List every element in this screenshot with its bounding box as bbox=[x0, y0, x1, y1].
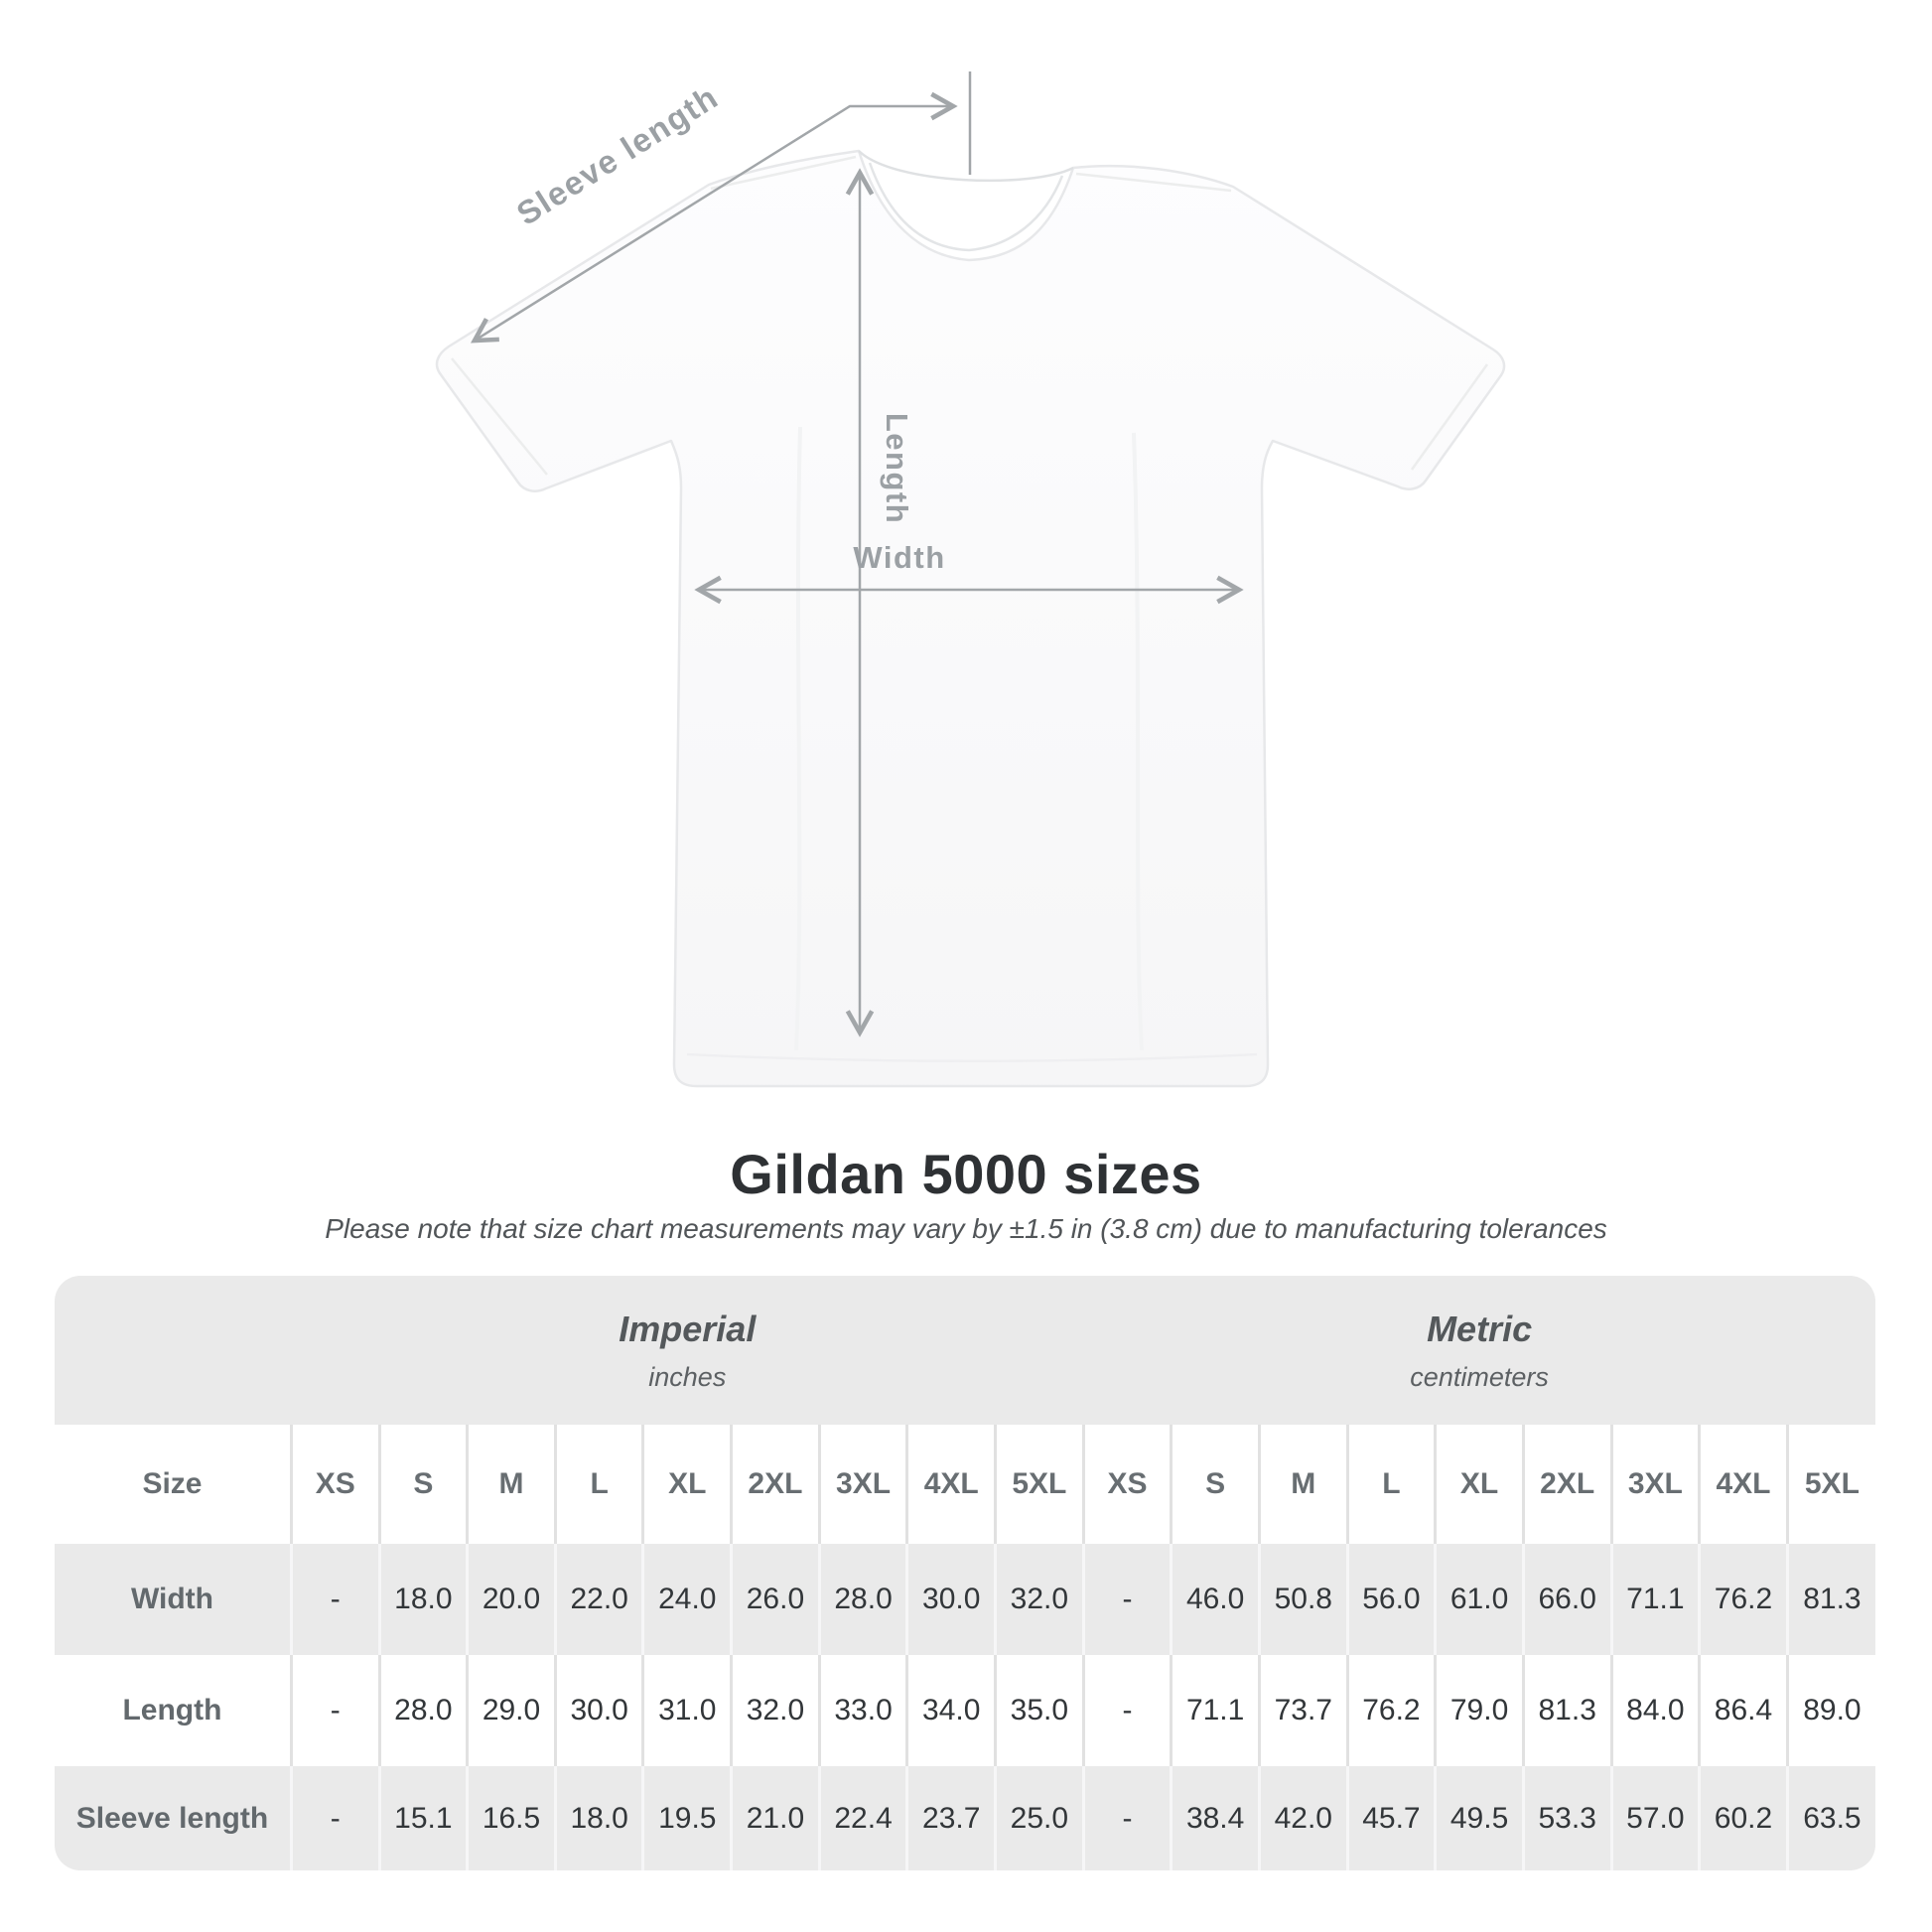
measurement-cell: 33.0 bbox=[819, 1655, 909, 1766]
measurement-cell: 26.0 bbox=[731, 1544, 821, 1655]
measurement-cell: 89.0 bbox=[1803, 1694, 1862, 1726]
collar bbox=[858, 150, 1074, 183]
measurement-cell: 57.0 bbox=[1611, 1766, 1702, 1870]
measurement-cell: 32.0 bbox=[731, 1655, 821, 1766]
size-col-header: S bbox=[379, 1425, 470, 1544]
page-title: Gildan 5000 sizes bbox=[730, 1143, 1202, 1205]
size-col-header: XL bbox=[642, 1425, 734, 1544]
measurement-cell: 76.2 bbox=[1347, 1655, 1438, 1766]
width-diagram-label: Width bbox=[853, 540, 945, 575]
size-col-header: 4XL bbox=[1699, 1425, 1789, 1544]
measurement-cell: 23.7 bbox=[906, 1766, 998, 1870]
measurement-cell: 79.0 bbox=[1435, 1655, 1525, 1766]
measurement-cell: 22.0 bbox=[555, 1544, 645, 1655]
measurement-cell: 38.4 bbox=[1171, 1766, 1261, 1870]
size-col-header: S bbox=[1171, 1425, 1261, 1544]
table-row-width: Width - 18.0 20.0 22.0 24.0 26.0 28.0 30… bbox=[55, 1544, 1875, 1655]
tolerance-note: Please note that size chart measurements… bbox=[325, 1213, 1607, 1244]
size-col-header: L bbox=[1347, 1425, 1438, 1544]
size-col-header: 4XL bbox=[906, 1425, 998, 1544]
measurement-cell: 32.0 bbox=[995, 1544, 1085, 1655]
measurement-cell: 25.0 bbox=[995, 1766, 1085, 1870]
measurement-cell: - bbox=[291, 1544, 381, 1655]
measurement-cell: 56.0 bbox=[1347, 1544, 1438, 1655]
measurement-cell: 18.0 bbox=[379, 1544, 470, 1655]
measurement-cell: 50.8 bbox=[1259, 1544, 1349, 1655]
length-diagram-label: Length bbox=[880, 413, 914, 524]
measurement-cell: 28.0 bbox=[819, 1544, 909, 1655]
size-col-header: L bbox=[555, 1425, 645, 1544]
metric-group-header: Metric centimeters bbox=[1083, 1309, 1875, 1393]
measurement-cell: 35.0 bbox=[995, 1655, 1085, 1766]
row-label-length: Length bbox=[55, 1655, 293, 1766]
measurement-cell: 61.0 bbox=[1435, 1544, 1525, 1655]
tshirt-graphic bbox=[435, 149, 1506, 1088]
tshirt-measurement-diagram: Sleeve length Length Width bbox=[435, 71, 1506, 1088]
size-col-header: 5XL bbox=[1804, 1467, 1860, 1500]
measurement-cell: 49.5 bbox=[1435, 1766, 1525, 1870]
measurement-cell: 84.0 bbox=[1611, 1655, 1702, 1766]
measurement-cell: 20.0 bbox=[467, 1544, 557, 1655]
measurement-cell: 71.1 bbox=[1171, 1655, 1261, 1766]
metric-label: Metric bbox=[1427, 1308, 1533, 1349]
unit-group-band: Imperial inches Metric centimeters bbox=[55, 1276, 1875, 1425]
measurement-cell: 16.5 bbox=[467, 1766, 557, 1870]
measurement-cell: - bbox=[1083, 1766, 1173, 1870]
table-row-length: Length - 28.0 29.0 30.0 31.0 32.0 33.0 3… bbox=[55, 1655, 1875, 1766]
size-table: Size XS S M L XL 2XL 3XL 4XL 5XL XS S M … bbox=[55, 1425, 1875, 1870]
measurement-cell: 34.0 bbox=[906, 1655, 998, 1766]
measurement-cell: 46.0 bbox=[1171, 1544, 1261, 1655]
imperial-label: Imperial bbox=[619, 1308, 757, 1349]
measurement-cell: 15.1 bbox=[379, 1766, 470, 1870]
measurement-cell: 45.7 bbox=[1347, 1766, 1438, 1870]
measurement-cell: 81.3 bbox=[1523, 1655, 1613, 1766]
size-col-header: XS bbox=[1083, 1425, 1173, 1544]
measurement-cell: 53.3 bbox=[1523, 1766, 1613, 1870]
measurement-cell: 63.5 bbox=[1803, 1801, 1862, 1835]
size-chart-container: Imperial inches Metric centimeters Size … bbox=[55, 1276, 1875, 1870]
measurement-cell: 81.3 bbox=[1803, 1583, 1862, 1615]
measurement-cell: 24.0 bbox=[642, 1544, 734, 1655]
measurement-cell: 28.0 bbox=[379, 1655, 470, 1766]
measurement-cell: 21.0 bbox=[731, 1766, 821, 1870]
measurement-cell: - bbox=[291, 1766, 381, 1870]
size-col-header: 2XL bbox=[731, 1425, 821, 1544]
size-header-cell: Size bbox=[55, 1425, 293, 1544]
size-col-header: 5XL bbox=[995, 1425, 1085, 1544]
size-col-header: M bbox=[467, 1425, 557, 1544]
imperial-unit-label: inches bbox=[648, 1361, 727, 1392]
size-col-header: 3XL bbox=[819, 1425, 909, 1544]
measurement-cell: 42.0 bbox=[1259, 1766, 1349, 1870]
row-label-width: Width bbox=[55, 1544, 293, 1655]
row-label-sleeve-length: Sleeve length bbox=[55, 1766, 293, 1870]
measurement-cell: 18.0 bbox=[555, 1766, 645, 1870]
size-col-header: 3XL bbox=[1611, 1425, 1702, 1544]
table-row-sleeve-length: Sleeve length - 15.1 16.5 18.0 19.5 21.0… bbox=[55, 1766, 1875, 1870]
measurement-cell: 30.0 bbox=[906, 1544, 998, 1655]
measurement-cell: - bbox=[1083, 1655, 1173, 1766]
measurement-cell: 60.2 bbox=[1699, 1766, 1789, 1870]
measurement-cell: 29.0 bbox=[467, 1655, 557, 1766]
measurement-cell: 86.4 bbox=[1699, 1655, 1789, 1766]
metric-unit-label: centimeters bbox=[1410, 1361, 1549, 1392]
measurement-cell: 76.2 bbox=[1699, 1544, 1789, 1655]
size-col-header: M bbox=[1259, 1425, 1349, 1544]
measurement-cell: 71.1 bbox=[1611, 1544, 1702, 1655]
size-col-header: XS bbox=[291, 1425, 381, 1544]
measurement-cell: 19.5 bbox=[642, 1766, 734, 1870]
measurement-cell: 30.0 bbox=[555, 1655, 645, 1766]
measurement-cell: - bbox=[1083, 1544, 1173, 1655]
table-row-size-headers: Size XS S M L XL 2XL 3XL 4XL 5XL XS S M … bbox=[55, 1425, 1875, 1544]
measurement-cell: 22.4 bbox=[819, 1766, 909, 1870]
size-col-header: XL bbox=[1435, 1425, 1525, 1544]
sleeve-length-dimension-line bbox=[471, 91, 958, 344]
imperial-group-header: Imperial inches bbox=[291, 1309, 1083, 1393]
measurement-cell: 73.7 bbox=[1259, 1655, 1349, 1766]
measurement-cell: 31.0 bbox=[642, 1655, 734, 1766]
measurement-cell: 66.0 bbox=[1523, 1544, 1613, 1655]
size-col-header: 2XL bbox=[1523, 1425, 1613, 1544]
measurement-cell: - bbox=[291, 1655, 381, 1766]
